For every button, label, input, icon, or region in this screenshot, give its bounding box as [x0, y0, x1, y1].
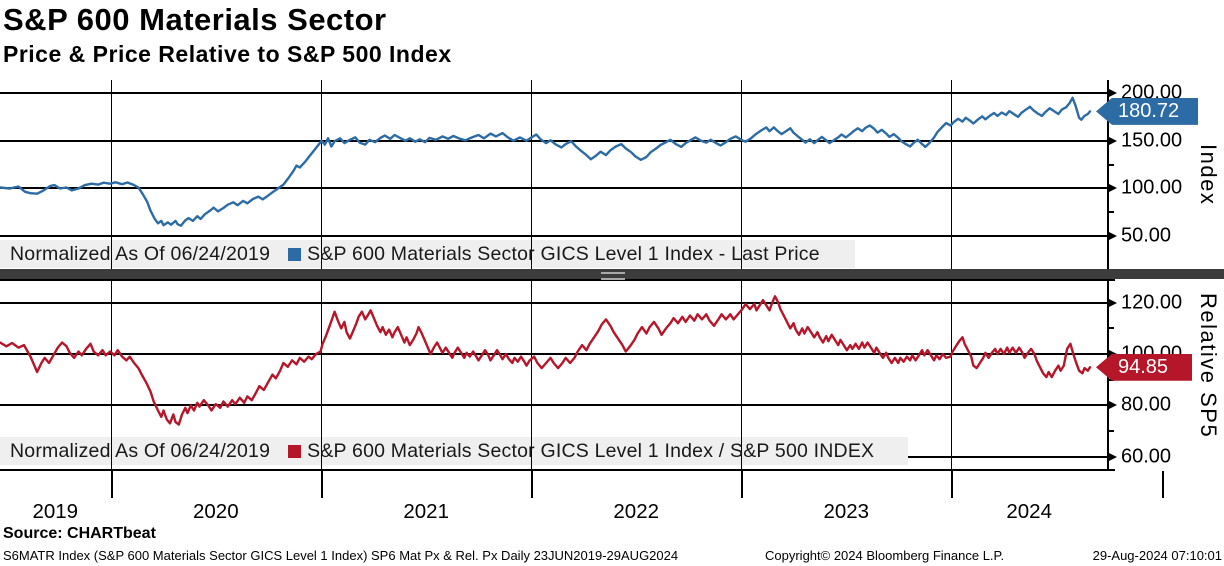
footer-timestamp: 29-Aug-2024 07:10:01: [1092, 548, 1222, 563]
gridline-horizontal: [0, 139, 1107, 142]
x-axis-year-label: 2021: [403, 500, 449, 523]
source-label: Source: CHARTbeat: [3, 525, 156, 542]
x-axis-year-label: 2022: [613, 500, 660, 523]
series-marker-icon: [288, 444, 302, 458]
normalized-label: Normalized As Of 06/24/2019: [10, 439, 271, 462]
axis-arrow-tick-icon: [1107, 400, 1117, 411]
legend-bar-relative: [0, 437, 908, 465]
axis-arrow-tick-icon: [1107, 297, 1117, 308]
y-axis-tick-label: 50.00: [1121, 224, 1172, 247]
x-axis-year-label: 2019: [32, 500, 79, 523]
x-axis-tick: [951, 471, 954, 498]
normalized-label: Normalized As Of 06/24/2019: [10, 242, 271, 265]
page-title: S&P 600 Materials Sector: [3, 2, 387, 37]
y-axis-tick-label: 60.00: [1121, 445, 1172, 468]
axis-arrow-tick-icon: [1107, 231, 1117, 242]
panel-splitter[interactable]: [0, 269, 1224, 280]
axis-minor-tick: [1107, 211, 1114, 214]
gridline-horizontal: [0, 404, 1107, 407]
y-axis-tick-label: 80.00: [1121, 393, 1172, 416]
gridline-horizontal: [0, 353, 1107, 356]
y-axis-tick-label: 120.00: [1121, 291, 1183, 314]
y-axis-tick-label: 100.00: [1121, 176, 1183, 199]
gridline-horizontal: [0, 92, 1107, 94]
gridline-horizontal: [0, 235, 1107, 238]
footer-copyright: Copyright© 2024 Bloomberg Finance L.P.: [765, 548, 1005, 563]
axis-arrow-tick-icon: [1107, 88, 1117, 98]
gridline-vertical: [951, 80, 953, 270]
axis-minor-tick: [1107, 327, 1114, 330]
y-axis-title-index: Index: [1196, 144, 1221, 206]
series-marker-icon: [288, 247, 302, 261]
axis-arrow-tick-icon: [1107, 135, 1117, 146]
axis-minor-tick: [1107, 378, 1114, 381]
y-axis-title-relative: Relative SP5: [1196, 293, 1221, 439]
x-axis-line: [0, 469, 1115, 471]
gridline-horizontal: [0, 301, 1107, 304]
splitter-grip-icon[interactable]: [601, 272, 625, 280]
y-axis-tick-label: 150.00: [1121, 129, 1183, 152]
x-axis-tick: [321, 471, 324, 498]
gridline-vertical: [951, 281, 953, 469]
legend-row-relative: Normalized As Of 06/24/2019 S&P 600 Mate…: [0, 437, 874, 465]
axis-minor-tick: [1107, 430, 1114, 433]
last-price-flag-relative: 94.85: [1096, 353, 1192, 381]
series-line-price: [0, 96, 1092, 227]
gridline-horizontal: [0, 187, 1107, 190]
series-label-price: S&P 600 Materials Sector GICS Level 1 In…: [307, 242, 820, 265]
axis-arrow-tick-icon: [1107, 183, 1117, 194]
footer-description: S6MATR Index (S&P 600 Materials Sector G…: [3, 548, 679, 563]
x-axis-year-label: 2023: [823, 500, 870, 523]
x-axis-year-label: 2024: [1006, 500, 1052, 523]
legend-row-price: Normalized As Of 06/24/2019 S&P 600 Mate…: [0, 240, 820, 268]
legend-bar-price: [0, 240, 855, 268]
last-price-flag-price: 180.72: [1096, 97, 1198, 125]
axis-minor-tick: [1107, 163, 1114, 166]
x-axis-tick: [531, 471, 534, 498]
series-label-relative: S&P 600 Materials Sector GICS Level 1 In…: [307, 439, 875, 462]
x-axis-tick: [110, 471, 113, 498]
x-axis-tick: [1161, 471, 1164, 498]
panel2-top-border: [0, 279, 1115, 281]
x-axis-year-label: 2020: [193, 500, 239, 523]
x-axis-tick: [741, 471, 744, 498]
axis-arrow-tick-icon: [1107, 451, 1117, 462]
page-subtitle: Price & Price Relative to S&P 500 Index: [3, 41, 452, 67]
